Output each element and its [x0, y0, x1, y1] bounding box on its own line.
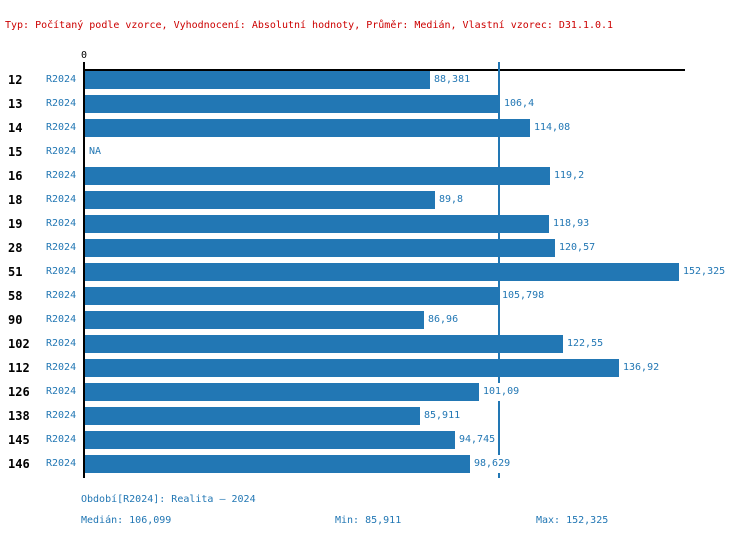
footer-period-label: Období[R2024]: Realita – 2024 — [81, 494, 256, 505]
row-series-label: R2024 — [46, 362, 77, 373]
chart-header-info: Typ: Počítaný podle vzorce, Vyhodnocení:… — [5, 20, 614, 31]
chart-row: 28 R2024 120,57 — [0, 239, 750, 257]
value-bar — [85, 215, 549, 233]
row-category-label: 145 — [8, 433, 30, 447]
row-category-label: 15 — [8, 145, 23, 159]
row-category-label: 112 — [8, 361, 30, 375]
value-bar — [85, 239, 555, 257]
value-label: 114,08 — [533, 119, 572, 137]
row-category-label: 90 — [8, 313, 23, 327]
row-series-label: R2024 — [46, 386, 77, 397]
value-label: 118,93 — [552, 215, 591, 233]
value-label: 119,2 — [553, 167, 586, 185]
row-category-label: 19 — [8, 217, 23, 231]
value-label: 152,325 — [682, 263, 727, 281]
chart-row: 90 R2024 86,96 — [0, 311, 750, 329]
value-bar — [85, 335, 563, 353]
chart-row: 15 R2024 NA — [0, 143, 750, 161]
value-label: 89,8 — [438, 191, 465, 209]
value-bar — [85, 71, 430, 89]
chart-row: 18 R2024 89,8 — [0, 191, 750, 209]
row-category-label: 13 — [8, 97, 23, 111]
chart-row: 146 R2024 98,629 — [0, 455, 750, 473]
row-category-label: 18 — [8, 193, 23, 207]
chart-row: 145 R2024 94,745 — [0, 431, 750, 449]
row-category-label: 16 — [8, 169, 23, 183]
row-series-label: R2024 — [46, 170, 77, 181]
row-na-label: NA — [88, 143, 103, 161]
value-label: 88,381 — [433, 71, 472, 89]
value-bar — [85, 191, 435, 209]
value-bar — [85, 311, 424, 329]
footer-median-stat: Medián: 106,099 — [81, 515, 172, 526]
row-series-label: R2024 — [46, 458, 77, 469]
row-series-label: R2024 — [46, 194, 77, 205]
chart-row: 138 R2024 85,911 — [0, 407, 750, 425]
row-series-label: R2024 — [46, 74, 77, 85]
row-series-label: R2024 — [46, 290, 77, 301]
row-category-label: 14 — [8, 121, 23, 135]
value-label: 85,911 — [423, 407, 462, 425]
chart-row: 102 R2024 122,55 — [0, 335, 750, 353]
chart-row: 16 R2024 119,2 — [0, 167, 750, 185]
value-bar — [85, 359, 619, 377]
value-label: 122,55 — [566, 335, 605, 353]
x-axis-origin-tick-label: 0 — [80, 50, 88, 61]
value-bar — [85, 167, 550, 185]
chart-row: 13 R2024 106,4 — [0, 95, 750, 113]
chart-row: 12 R2024 88,381 — [0, 71, 750, 89]
value-label: 101,09 — [482, 383, 521, 401]
chart-row: 14 R2024 114,08 — [0, 119, 750, 137]
row-series-label: R2024 — [46, 434, 77, 445]
value-bar — [85, 95, 500, 113]
row-category-label: 12 — [8, 73, 23, 87]
row-category-label: 28 — [8, 241, 23, 255]
chart-row: 19 R2024 118,93 — [0, 215, 750, 233]
value-label: 105,798 — [501, 287, 546, 305]
row-series-label: R2024 — [46, 314, 77, 325]
value-bar — [85, 455, 470, 473]
row-series-label: R2024 — [46, 410, 77, 421]
chart-row: 126 R2024 101,09 — [0, 383, 750, 401]
row-series-label: R2024 — [46, 266, 77, 277]
chart-row: 58 R2024 105,798 — [0, 287, 750, 305]
value-label: 86,96 — [427, 311, 460, 329]
row-category-label: 126 — [8, 385, 30, 399]
y-axis-line — [83, 62, 85, 478]
row-series-label: R2024 — [46, 242, 77, 253]
chart-row: 112 R2024 136,92 — [0, 359, 750, 377]
row-category-label: 138 — [8, 409, 30, 423]
footer-min-stat: Min: 85,911 — [335, 515, 402, 526]
row-series-label: R2024 — [46, 338, 77, 349]
row-category-label: 102 — [8, 337, 30, 351]
row-category-label: 146 — [8, 457, 30, 471]
value-label: 120,57 — [558, 239, 597, 257]
value-label: 94,745 — [458, 431, 497, 449]
value-label: 136,92 — [622, 359, 661, 377]
row-series-label: R2024 — [46, 218, 77, 229]
value-label: 98,629 — [473, 455, 512, 473]
value-bar — [85, 287, 498, 305]
value-bar — [85, 263, 679, 281]
row-series-label: R2024 — [46, 146, 77, 157]
value-bar — [85, 119, 530, 137]
value-bar — [85, 383, 479, 401]
x-axis-line — [83, 69, 685, 71]
row-category-label: 58 — [8, 289, 23, 303]
row-series-label: R2024 — [46, 98, 77, 109]
footer-max-stat: Max: 152,325 — [536, 515, 609, 526]
value-bar — [85, 431, 455, 449]
row-series-label: R2024 — [46, 122, 77, 133]
value-label: 106,4 — [503, 95, 536, 113]
row-category-label: 51 — [8, 265, 23, 279]
value-bar — [85, 407, 420, 425]
chart-row: 51 R2024 152,325 — [0, 263, 750, 281]
